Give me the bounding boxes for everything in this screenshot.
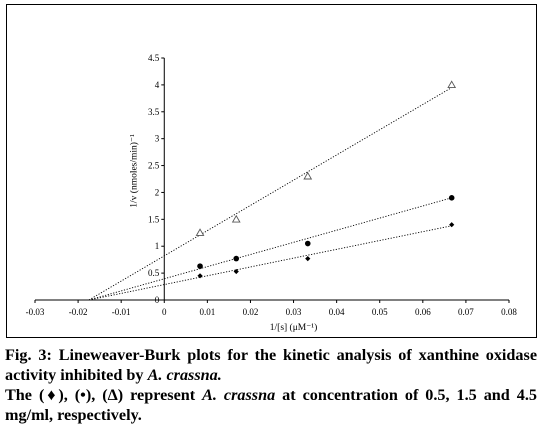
data-point-circle xyxy=(304,240,311,247)
x-tick-label: 0.07 xyxy=(458,307,474,317)
caption-legend-description: The (♦), (•), (Δ) represent A. crassna a… xyxy=(5,385,537,425)
caption-species-name: A. crassna. xyxy=(147,366,222,384)
x-tick-label: 0.03 xyxy=(286,307,302,317)
x-tick-label: 0.04 xyxy=(329,307,345,317)
caption-title: Fig. 3: Lineweaver-Burk plots for the ki… xyxy=(5,345,537,385)
x-tick-label: 0.08 xyxy=(501,307,517,317)
x-tick-label: 0.06 xyxy=(415,307,431,317)
x-tick-label: -0.02 xyxy=(69,307,88,317)
data-point-triangle xyxy=(303,171,313,180)
data-point-triangle xyxy=(447,80,457,89)
y-tick-label: 3.5 xyxy=(148,107,160,117)
data-point-diamond xyxy=(449,222,455,228)
caption-title-text: Lineweaver-Burk plots for the kinetic an… xyxy=(5,346,538,384)
x-tick-label: -0.03 xyxy=(26,307,45,317)
caption-fig-label: Fig. 3: xyxy=(5,346,52,364)
data-point-diamond xyxy=(233,268,239,275)
y-tick-label: 1.5 xyxy=(148,214,160,224)
data-point-circle xyxy=(197,263,203,269)
data-point-circle xyxy=(448,195,455,201)
x-tick-label: 0 xyxy=(162,307,167,317)
caption-legend-prefix: The (♦), (•), (Δ) represent xyxy=(5,386,196,404)
x-tick-label: 0.02 xyxy=(243,307,259,317)
data-point-diamond xyxy=(305,255,311,262)
y-tick-label: 1 xyxy=(155,241,160,251)
trendline-triangle xyxy=(88,87,452,301)
y-tick-label: 2.5 xyxy=(148,161,160,171)
data-point-diamond xyxy=(197,273,203,279)
x-tick-label: 0.01 xyxy=(199,307,215,317)
data-point-triangle xyxy=(195,228,205,236)
lineweaver-burk-chart: -0.03 -0.02 -0.01 0 0.01 0.02 0.03 0.04 0.05 0.06… xyxy=(26,53,518,333)
y-tick-label: 2 xyxy=(155,187,160,197)
figure-caption: Fig. 3: Lineweaver-Burk plots for the ki… xyxy=(5,345,537,425)
x-axis-title: 1/[s] (μM⁻¹) xyxy=(270,322,318,333)
chart-frame: -0.03 -0.02 -0.01 0 0.01 0.02 0.03 0.04 0.05 0.06… xyxy=(6,4,537,338)
y-tick-label: 3 xyxy=(155,134,160,144)
data-point-triangle xyxy=(231,214,241,223)
y-tick-label: 4.5 xyxy=(148,53,160,63)
x-tick-label: -0.01 xyxy=(112,307,131,317)
caption-legend-species: A. crassna xyxy=(202,386,276,404)
trendline-circle xyxy=(88,197,452,301)
y-tick-label: 0.5 xyxy=(148,268,160,278)
y-axis-title: 1/v (nmoles/min)⁻¹ xyxy=(128,134,139,208)
data-point-circle xyxy=(233,255,240,262)
x-tick-label: 0.05 xyxy=(372,307,388,317)
y-tick-label: 4 xyxy=(155,80,160,90)
y-tick-label: 0 xyxy=(155,295,160,305)
caption-legend-suffix: at concentration of 0.5, 1.5 and 4.5 mg/… xyxy=(5,386,537,424)
trendline-diamond xyxy=(88,225,452,301)
